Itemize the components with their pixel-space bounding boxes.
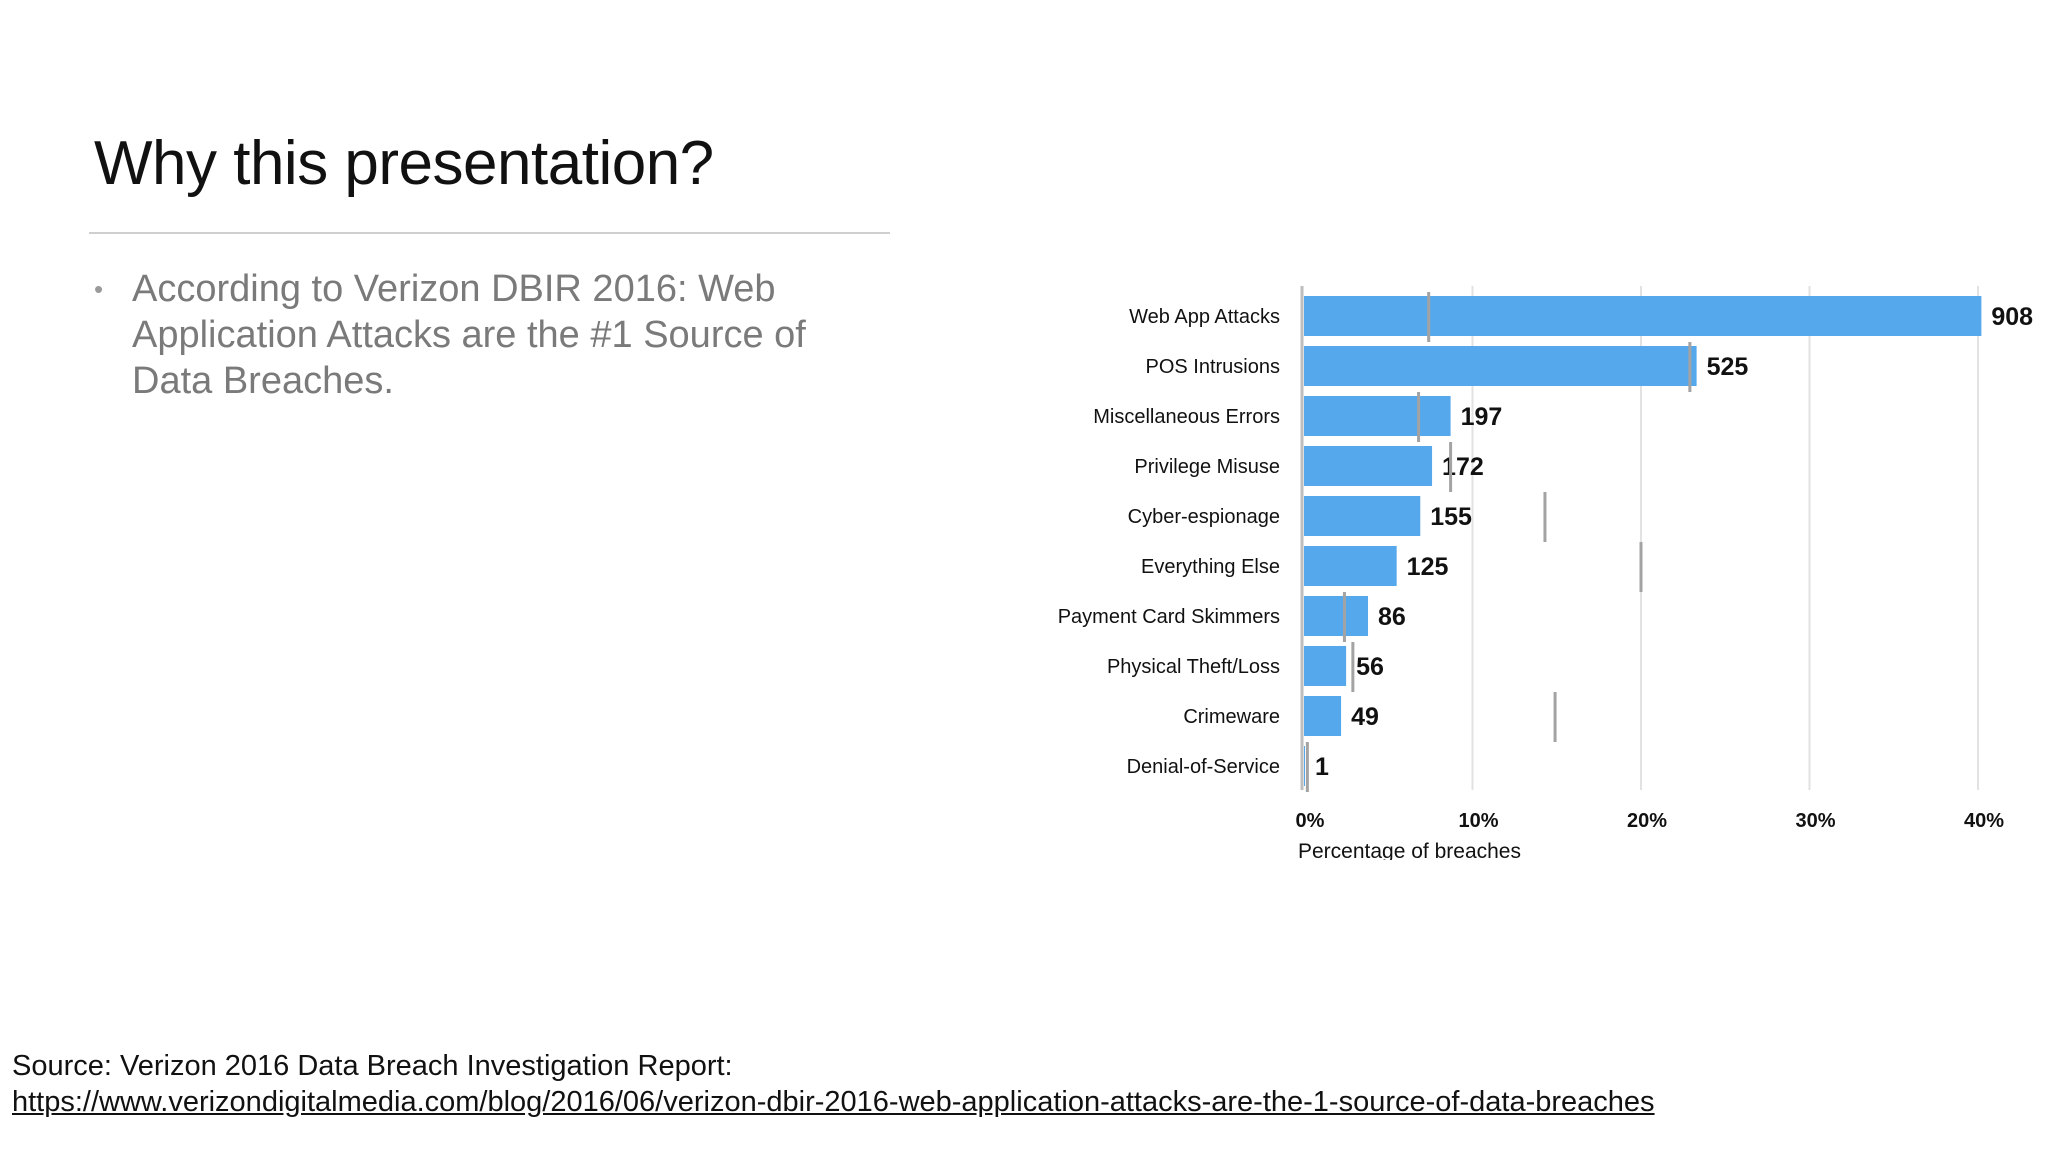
- source-label: Source: Verizon 2016 Data Breach Investi…: [12, 1050, 733, 1082]
- x-tick-label: 10%: [1458, 810, 1498, 832]
- bar: [1304, 496, 1421, 536]
- data-label: 86: [1378, 603, 1406, 631]
- data-label: 1: [1315, 753, 1329, 781]
- data-label: 56: [1356, 653, 1384, 681]
- data-label: 172: [1442, 453, 1484, 481]
- breach-chart: Web App Attacks 908 POS Intrusions 525 Misce…: [1040, 280, 2048, 860]
- slide-title: Why this presentation?: [94, 129, 714, 198]
- data-label: 525: [1707, 353, 1749, 381]
- category-label: Crimeware: [1183, 706, 1280, 728]
- data-label: 197: [1461, 403, 1503, 431]
- breach-chart-svg: Web App Attacks 908 POS Intrusions 525 Misce…: [1058, 286, 2033, 860]
- bar: [1304, 446, 1433, 486]
- source-link[interactable]: https://www.verizondigitalmedia.com/blog…: [12, 1086, 1655, 1118]
- category-label: Physical Theft/Loss: [1107, 656, 1280, 678]
- bullet-text: According to Verizon DBIR 2016: Web Appl…: [132, 268, 806, 402]
- data-label: 49: [1351, 703, 1379, 731]
- category-label: Payment Card Skimmers: [1058, 606, 1280, 628]
- bar: [1304, 546, 1397, 586]
- x-axis-title: Percentage of breaches: [1298, 840, 1521, 860]
- data-label: 908: [1991, 303, 2033, 331]
- bar: [1304, 696, 1342, 736]
- title-divider: [89, 232, 890, 234]
- bar: [1304, 346, 1697, 386]
- bar: [1304, 296, 1982, 336]
- bar: [1304, 596, 1369, 636]
- category-label: Denial-of-Service: [1127, 756, 1280, 778]
- x-tick-label: 40%: [1964, 810, 2004, 832]
- x-tick-label: 30%: [1795, 810, 1835, 832]
- category-label: Everything Else: [1141, 556, 1280, 578]
- source-citation: Source: Verizon 2016 Data Breach Investi…: [12, 1048, 1655, 1120]
- x-tick-label: 0%: [1296, 810, 1325, 832]
- x-tick-label: 20%: [1627, 810, 1667, 832]
- data-label: 125: [1407, 553, 1449, 581]
- data-label: 155: [1430, 503, 1472, 531]
- category-label: POS Intrusions: [1145, 356, 1280, 378]
- bar: [1304, 746, 1305, 786]
- bullet-dot-icon: •: [94, 274, 104, 304]
- category-label: Web App Attacks: [1129, 306, 1280, 328]
- bar: [1304, 396, 1451, 436]
- category-label: Cyber-espionage: [1128, 506, 1280, 528]
- category-label: Privilege Misuse: [1134, 456, 1280, 478]
- bullet-item: • According to Verizon DBIR 2016: Web Ap…: [92, 266, 852, 404]
- bullet-list: • According to Verizon DBIR 2016: Web Ap…: [92, 266, 852, 404]
- bar: [1304, 646, 1347, 686]
- category-label: Miscellaneous Errors: [1093, 406, 1280, 428]
